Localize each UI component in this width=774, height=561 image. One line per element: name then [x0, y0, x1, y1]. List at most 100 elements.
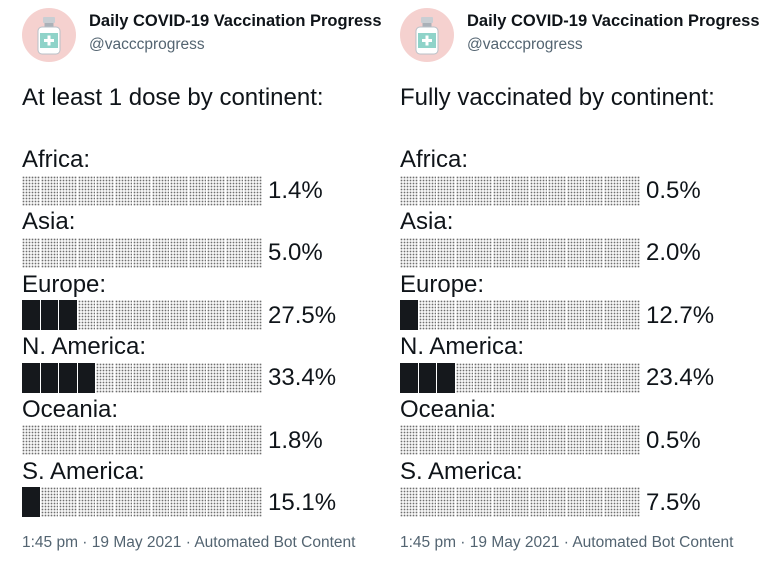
- empty-block: [529, 487, 547, 518]
- tweet-timestamp[interactable]: 1:45 pm · 19 May 2021 · Automated Bot Co…: [22, 534, 356, 551]
- continent-label: Oceania:: [400, 395, 497, 423]
- author-handle[interactable]: @vacccprogress: [89, 36, 205, 53]
- empty-block: [207, 175, 225, 206]
- filled-block: [22, 487, 40, 518]
- empty-block: [151, 362, 169, 393]
- empty-block: [548, 425, 566, 456]
- progress-bar: [22, 300, 262, 331]
- empty-block: [170, 300, 188, 331]
- tweet-card-fully-vaccinated[interactable]: Daily COVID-19 Vaccination Progress @vac…: [378, 0, 760, 561]
- empty-block: [548, 175, 566, 206]
- avatar[interactable]: [22, 8, 76, 62]
- empty-block: [225, 425, 243, 456]
- empty-block: [96, 300, 114, 331]
- empty-block: [96, 425, 114, 456]
- progress-bar: [400, 300, 640, 331]
- empty-block: [492, 425, 510, 456]
- empty-block: [400, 175, 418, 206]
- progress-row-oceania: Oceania: 1.8%: [22, 394, 372, 456]
- filled-block: [400, 300, 418, 331]
- empty-block: [225, 300, 243, 331]
- empty-block: [603, 237, 621, 268]
- empty-block: [207, 300, 225, 331]
- empty-block: [114, 300, 132, 331]
- progress-bar: [400, 362, 640, 393]
- empty-block: [585, 425, 603, 456]
- empty-block: [622, 487, 640, 518]
- filled-block: [59, 362, 77, 393]
- vaccine-vial-icon: [37, 17, 61, 55]
- empty-block: [529, 237, 547, 268]
- percent-value: 33.4%: [268, 364, 337, 392]
- empty-block: [511, 487, 529, 518]
- empty-block: [225, 175, 243, 206]
- progress-row-north-america: N. America: 33.4%: [22, 331, 372, 393]
- empty-block: [474, 300, 492, 331]
- author-display-name[interactable]: Daily COVID-19 Vaccination Progress: [467, 12, 760, 30]
- empty-block: [492, 487, 510, 518]
- filled-block: [59, 300, 77, 331]
- empty-block: [207, 425, 225, 456]
- empty-block: [114, 425, 132, 456]
- percent-value: 7.5%: [646, 488, 701, 516]
- empty-block: [548, 237, 566, 268]
- empty-block: [114, 487, 132, 518]
- filled-block: [400, 362, 418, 393]
- filled-block: [77, 362, 95, 393]
- empty-block: [566, 300, 584, 331]
- progress-bar: [400, 425, 640, 456]
- empty-block: [207, 487, 225, 518]
- empty-block: [529, 362, 547, 393]
- percent-value: 27.5%: [268, 301, 337, 329]
- empty-block: [133, 175, 151, 206]
- empty-block: [59, 237, 77, 268]
- empty-block: [170, 487, 188, 518]
- empty-block: [511, 175, 529, 206]
- empty-block: [96, 487, 114, 518]
- empty-block: [566, 237, 584, 268]
- empty-block: [244, 175, 262, 206]
- progress-row-north-america: N. America: 23.4%: [400, 331, 750, 393]
- author-display-name[interactable]: Daily COVID-19 Vaccination Progress: [89, 12, 382, 30]
- empty-block: [474, 425, 492, 456]
- author-handle[interactable]: @vacccprogress: [467, 36, 583, 53]
- empty-block: [77, 175, 95, 206]
- avatar[interactable]: [400, 8, 454, 62]
- empty-block: [244, 237, 262, 268]
- empty-block: [170, 362, 188, 393]
- empty-block: [492, 300, 510, 331]
- percent-value: 15.1%: [268, 488, 337, 516]
- empty-block: [77, 487, 95, 518]
- empty-block: [492, 175, 510, 206]
- empty-block: [585, 487, 603, 518]
- percent-value: 2.0%: [646, 239, 701, 267]
- tweet-timestamp[interactable]: 1:45 pm · 19 May 2021 · Automated Bot Co…: [400, 534, 734, 551]
- vaccine-vial-icon: [415, 17, 439, 55]
- tweet-card-first-dose[interactable]: Daily COVID-19 Vaccination Progress @vac…: [0, 0, 382, 561]
- progress-bar: [22, 237, 262, 268]
- continent-label: N. America:: [400, 333, 525, 361]
- progress-row-asia: Asia: 2.0%: [400, 206, 750, 268]
- empty-block: [492, 362, 510, 393]
- empty-block: [22, 425, 40, 456]
- empty-block: [474, 175, 492, 206]
- progress-bar: [22, 425, 262, 456]
- continent-label: Asia:: [22, 208, 76, 236]
- empty-block: [566, 487, 584, 518]
- empty-block: [455, 237, 473, 268]
- empty-block: [437, 300, 455, 331]
- empty-block: [585, 300, 603, 331]
- empty-block: [400, 425, 418, 456]
- progress-list: Africa: 0.5% Asia: 2.0% Europe: 12.7% N.…: [400, 144, 750, 518]
- continent-label: Africa:: [400, 146, 469, 173]
- empty-block: [188, 425, 206, 456]
- percent-value: 12.7%: [646, 301, 715, 329]
- empty-block: [400, 487, 418, 518]
- empty-block: [437, 425, 455, 456]
- progress-row-asia: Asia: 5.0%: [22, 206, 372, 268]
- continent-label: S. America:: [22, 457, 145, 485]
- empty-block: [566, 362, 584, 393]
- filled-block: [437, 362, 455, 393]
- empty-block: [77, 425, 95, 456]
- empty-block: [188, 487, 206, 518]
